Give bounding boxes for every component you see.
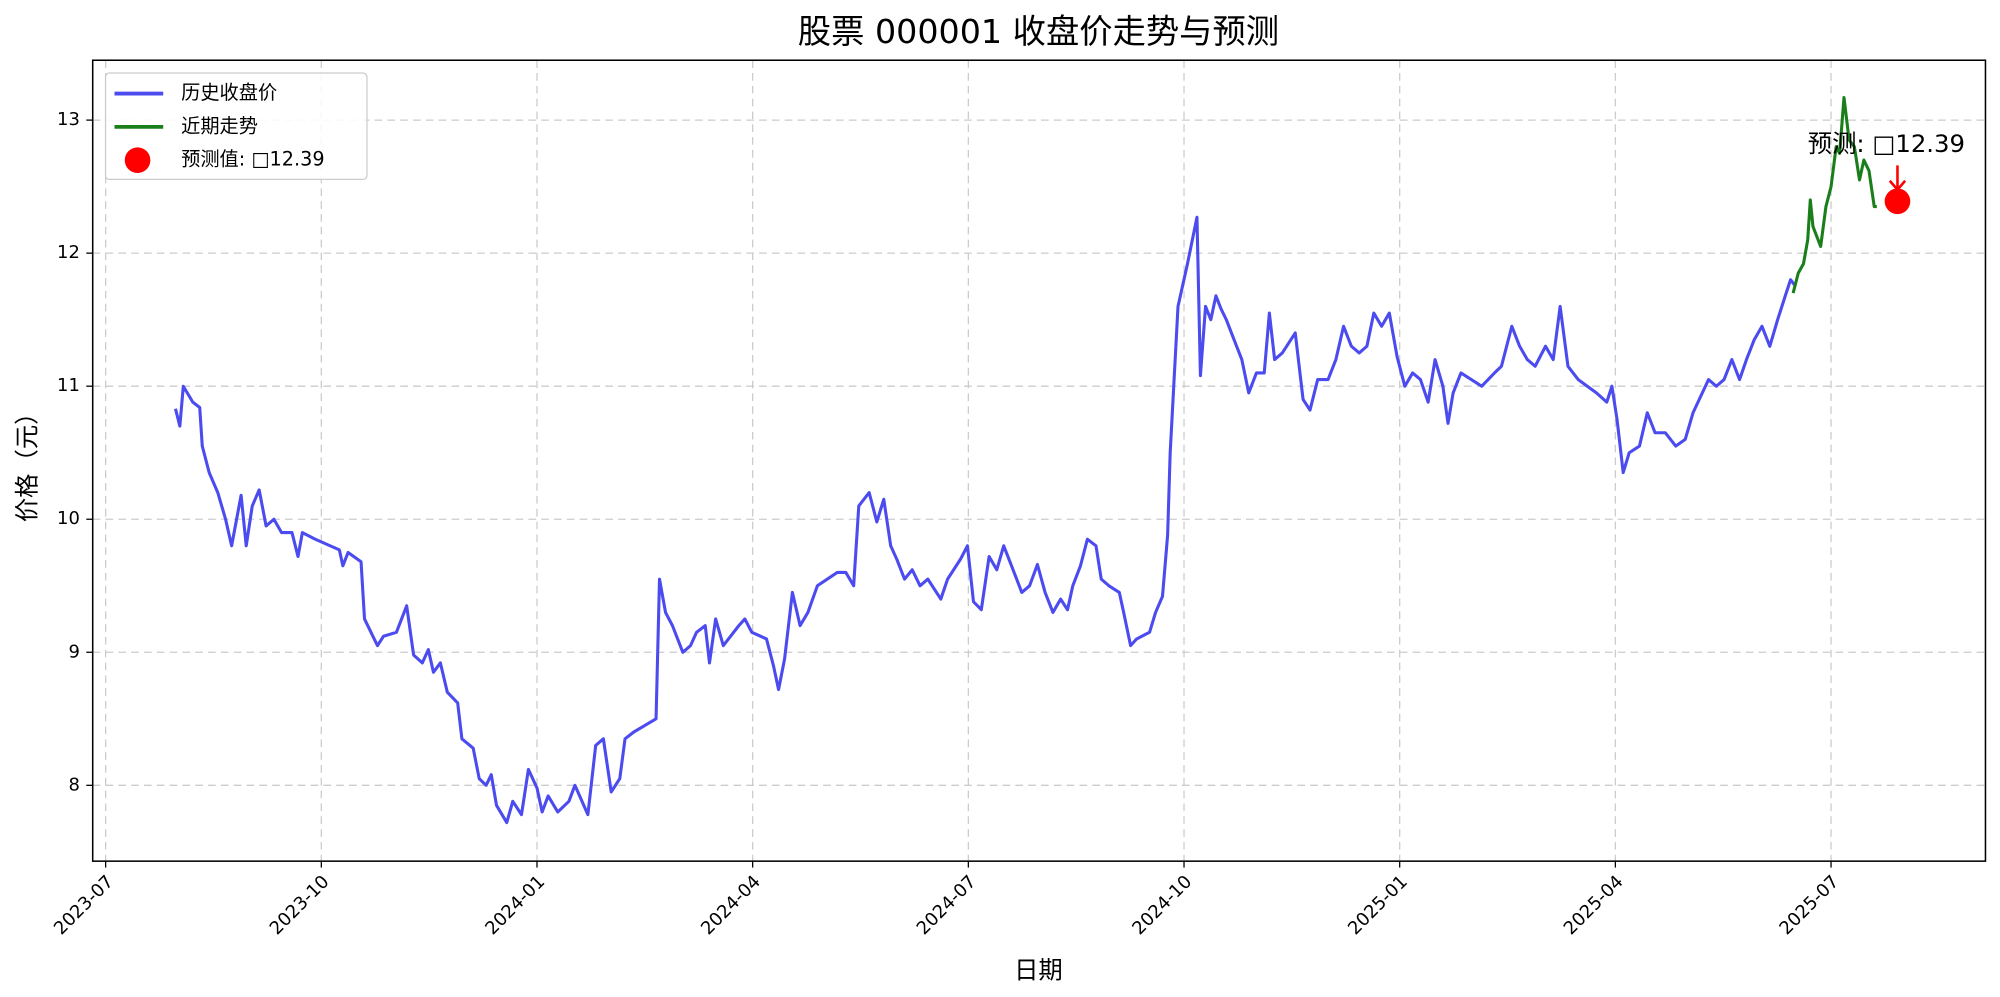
scatter-point <box>1884 188 1911 215</box>
legend-box <box>104 72 368 181</box>
x-tick-label: 2024-04 <box>697 871 765 939</box>
annotation: 预测: □12.39 <box>1808 129 1965 158</box>
x-tick-label: 2025-01 <box>1344 871 1412 939</box>
x-tick-label: 2023-07 <box>50 871 118 939</box>
x-axis-label: 日期 <box>1014 955 1063 984</box>
chart-title: 股票 000001 收盘价走势与预测 <box>798 12 1279 51</box>
line-series <box>1791 95 1877 294</box>
x-tick-label: 2025-07 <box>1775 871 1843 939</box>
legend-marker <box>124 147 151 174</box>
line-series <box>173 215 1797 825</box>
x-tick-label: 2024-07 <box>913 871 981 939</box>
x-tick-label: 2024-10 <box>1128 871 1196 939</box>
y-tick-label: 9 <box>68 641 79 662</box>
y-tick-label: 13 <box>57 109 80 130</box>
plot-frame <box>91 59 1987 862</box>
y-tick-label: 8 <box>68 774 79 795</box>
x-tick-label: 2024-01 <box>481 871 549 939</box>
y-tick-label: 11 <box>57 375 80 396</box>
y-tick-label: 10 <box>57 508 80 529</box>
annotation-arrow <box>1888 165 1907 192</box>
legend-label: 近期走势 <box>181 114 258 137</box>
x-tick-label: 2023-10 <box>266 871 334 939</box>
legend-label: 预测值: □12.39 <box>181 148 324 171</box>
y-axis-label: 价格（元） <box>13 401 42 523</box>
y-tick-label: 12 <box>57 242 80 263</box>
x-tick-label: 2025-04 <box>1560 871 1628 939</box>
legend-label: 历史收盘价 <box>181 81 277 104</box>
